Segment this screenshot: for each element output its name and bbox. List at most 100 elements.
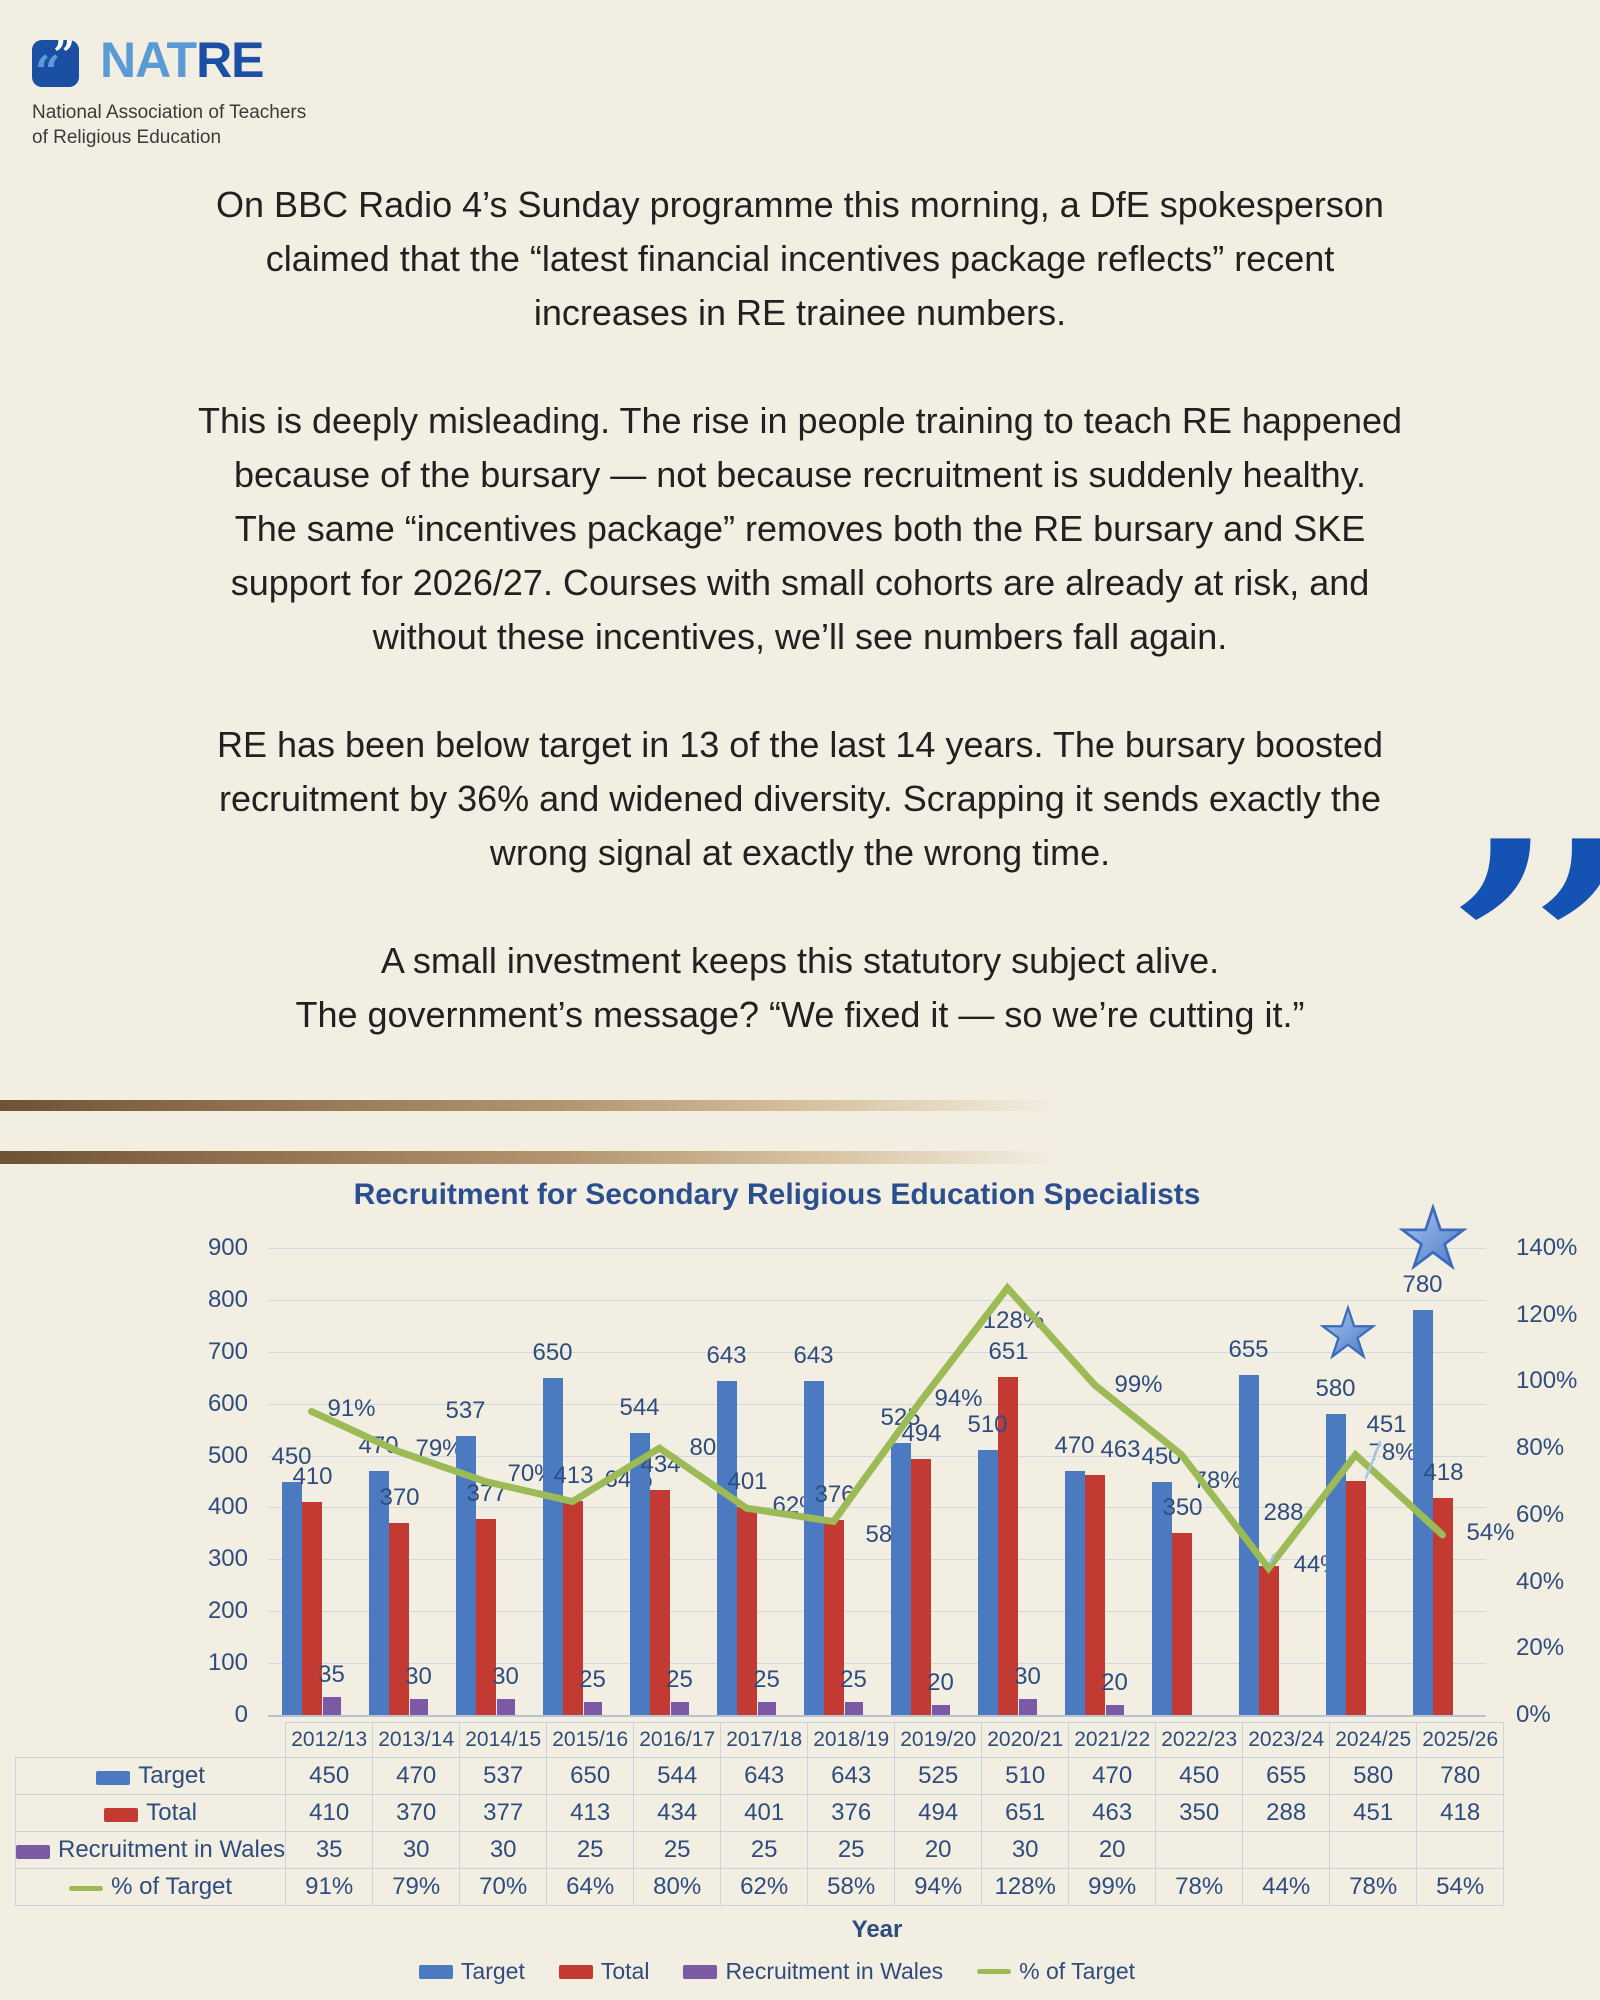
statement-paragraph-4: A small investment keeps this statutory …	[295, 940, 1305, 1035]
target-value-label: 450	[1141, 1442, 1182, 1470]
divider-rule-top	[0, 1100, 1600, 1111]
open-quote-icon: “	[35, 47, 61, 88]
total-value-label: 376	[814, 1480, 855, 1508]
wales-value-label: 30	[405, 1663, 432, 1691]
natre-logo: “ ” NATRE National Association of Teache…	[32, 34, 352, 158]
year-cell: 2013/14	[372, 1722, 461, 1758]
natre-wordmark: NATRE	[100, 32, 265, 88]
year-cell: 2023/24	[1242, 1722, 1331, 1758]
target-bar	[716, 1381, 737, 1715]
total-value-label: 451	[1366, 1410, 1407, 1438]
chart-data-table: 2012/13 2013/14 2014/15 2015/16 2016/17 2017/…	[14, 1722, 1505, 1906]
target-value-label: 544	[619, 1393, 660, 1421]
table-row-label: % of Target	[14, 1868, 287, 1906]
table-cell: 99%	[1068, 1868, 1157, 1906]
left-axis-tick: 0	[234, 1701, 248, 1728]
x-axis-line	[268, 1715, 1486, 1717]
grid-line	[268, 1299, 1486, 1301]
natre-logo-icon: “ ”	[32, 40, 79, 87]
statement-paragraph-1: On BBC Radio 4’s Sunday programme this m…	[216, 184, 1384, 333]
year-cell: 2014/15	[459, 1722, 548, 1758]
pct-value-label: 54%	[1466, 1518, 1515, 1546]
table-cell: 470	[1068, 1757, 1157, 1795]
target-bar	[1064, 1471, 1085, 1715]
wales-value-label: 25	[666, 1666, 693, 1694]
year-cell: 2022/23	[1155, 1722, 1244, 1758]
target-bar	[1325, 1414, 1346, 1715]
year-cell: 2017/18	[720, 1722, 809, 1758]
total-value-label: 418	[1423, 1459, 1464, 1487]
target-value-label: 643	[793, 1342, 834, 1370]
table-cell: 643	[720, 1757, 809, 1795]
pct-value-label: 99%	[1114, 1370, 1163, 1398]
target-bar	[890, 1442, 911, 1715]
legend-swatch-target	[418, 1964, 453, 1979]
table-cell	[1155, 1831, 1244, 1869]
table-cell: 410	[285, 1794, 374, 1832]
total-bar	[1171, 1533, 1192, 1715]
table-cell: 580	[1329, 1757, 1418, 1795]
legend-label: Recruitment in Wales	[725, 1958, 944, 1984]
table-cell: 288	[1242, 1794, 1331, 1832]
year-cell: 2016/17	[633, 1722, 722, 1758]
wales-bar	[757, 1702, 776, 1715]
table-cell: 655	[1242, 1757, 1331, 1795]
legend-item: Target	[418, 1958, 525, 1985]
grid-line	[268, 1248, 1486, 1249]
table-cell: 30	[372, 1831, 461, 1869]
target-value-label: 643	[706, 1342, 747, 1370]
wales-bar	[1018, 1699, 1037, 1715]
table-cell: 78%	[1329, 1868, 1418, 1906]
wales-value-label: 35	[318, 1660, 345, 1688]
table-cell: 35	[285, 1831, 374, 1869]
pct-value-label: 94%	[934, 1385, 983, 1413]
table-cell: 44%	[1242, 1868, 1331, 1906]
data-table: 2012/13 2013/14 2014/15 2015/16 2016/17 2017/…	[14, 1722, 1505, 1906]
legend-swatch-target	[96, 1771, 131, 1785]
wales-bar	[496, 1699, 515, 1715]
table-cell	[1242, 1831, 1331, 1869]
wales-value-label: 25	[840, 1666, 867, 1694]
right-axis-tick: 0%	[1516, 1701, 1551, 1728]
table-cell: 64%	[546, 1868, 635, 1906]
right-axis-tick: 40%	[1516, 1567, 1565, 1595]
year-cell: 2015/16	[546, 1722, 635, 1758]
total-bar	[1432, 1498, 1453, 1715]
target-value-label: 655	[1228, 1336, 1269, 1364]
right-axis-tick: 60%	[1516, 1500, 1565, 1528]
left-axis-tick: 100	[207, 1649, 248, 1677]
year-cell: 2024/25	[1329, 1722, 1418, 1758]
wales-value-label: 20	[927, 1668, 954, 1696]
table-cell: 58%	[807, 1868, 896, 1906]
table-cell: 54%	[1416, 1868, 1505, 1906]
target-value-label: 537	[445, 1397, 486, 1425]
table-cell: 470	[372, 1757, 461, 1795]
table-cell: 525	[894, 1757, 983, 1795]
total-bar	[1258, 1565, 1279, 1715]
grid-line	[268, 1663, 1486, 1665]
total-value-label: 410	[292, 1463, 333, 1491]
divider-rule-bottom	[0, 1151, 1600, 1164]
statement-paragraph-3: RE has been below target in 13 of the la…	[216, 724, 1384, 873]
wales-bar	[844, 1702, 863, 1715]
right-axis-tick: 100%	[1516, 1367, 1578, 1395]
table-cell: 62%	[720, 1868, 809, 1906]
table-cell	[1416, 1831, 1505, 1869]
table-cell: 25	[807, 1831, 896, 1869]
total-bar	[1345, 1480, 1366, 1715]
table-cell: 450	[285, 1757, 374, 1795]
close-quote-icon: ”	[53, 40, 75, 77]
table-cell: 434	[633, 1794, 722, 1832]
table-cell: 510	[981, 1757, 1070, 1795]
table-cell: 651	[981, 1794, 1070, 1832]
left-axis-tick: 700	[207, 1337, 248, 1365]
year-cell: 2025/26	[1416, 1722, 1505, 1758]
total-value-label: 463	[1100, 1435, 1141, 1463]
table-cell: 537	[459, 1757, 548, 1795]
table-cell: 544	[633, 1757, 722, 1795]
wordmark-nat: NAT	[100, 32, 197, 88]
year-cell: 2012/13	[285, 1722, 374, 1758]
target-bar	[803, 1381, 824, 1715]
statement-paragraph-2: This is deeply misleading. The rise in p…	[197, 400, 1403, 657]
left-axis-tick: 400	[207, 1493, 248, 1521]
